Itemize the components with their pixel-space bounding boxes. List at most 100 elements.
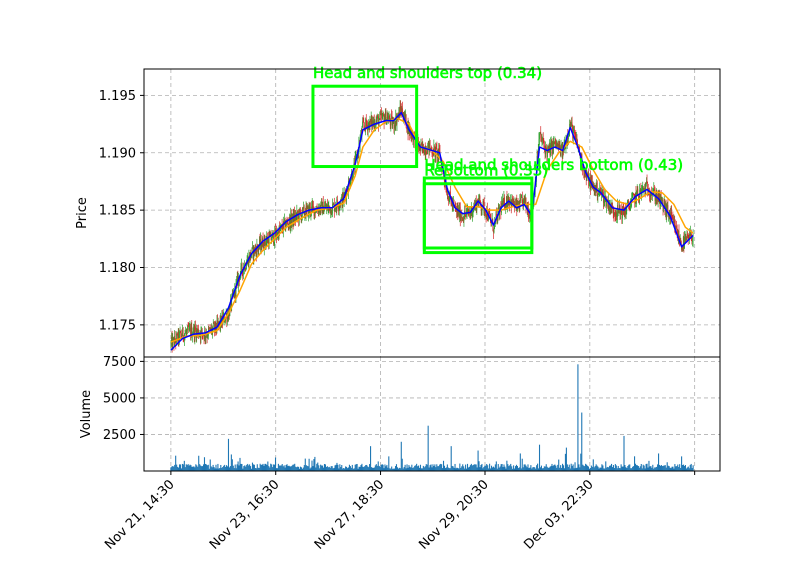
volume-bar xyxy=(282,466,284,471)
candle-body xyxy=(507,200,508,207)
candle-body xyxy=(525,197,527,207)
candle-body xyxy=(248,255,250,266)
volume-bar xyxy=(543,466,545,471)
volume-bar xyxy=(584,466,586,471)
volume-bar xyxy=(184,467,186,471)
candle-body xyxy=(317,209,319,213)
candle-body xyxy=(601,191,603,194)
volume-bar xyxy=(643,465,645,471)
candle-body xyxy=(640,188,642,195)
volume-y-tick-label: 7500 xyxy=(103,355,136,370)
candle-body xyxy=(271,233,273,240)
candle-body xyxy=(335,207,337,209)
candle-body xyxy=(196,329,198,332)
candle-body xyxy=(379,113,381,120)
candle-body xyxy=(426,151,427,154)
volume-bar xyxy=(511,466,513,471)
candle-body xyxy=(404,113,405,119)
volume-bar xyxy=(638,467,640,471)
candle-body xyxy=(329,207,331,214)
volume-bar xyxy=(645,464,647,471)
volume-bar xyxy=(440,463,442,471)
volume-bar xyxy=(346,466,348,471)
volume-bar xyxy=(371,467,374,471)
volume-bar xyxy=(418,467,421,471)
candle-body xyxy=(570,126,572,127)
volume-bar xyxy=(535,468,537,471)
candle-body xyxy=(453,202,455,205)
candle-body xyxy=(290,213,292,228)
candle-body xyxy=(446,192,448,195)
candle-body xyxy=(212,328,214,333)
volume-bar xyxy=(582,464,584,471)
volume-bar xyxy=(349,466,351,471)
volume-bar xyxy=(557,464,559,471)
candle-body xyxy=(312,203,314,207)
volume-bar xyxy=(339,464,341,471)
candle-body xyxy=(284,218,286,230)
candle-body xyxy=(471,206,473,217)
candle-body xyxy=(493,230,494,233)
candle-body xyxy=(364,125,365,128)
candle-body xyxy=(281,224,283,230)
candle-body xyxy=(557,144,559,147)
candle-body xyxy=(655,199,656,201)
candle-body xyxy=(685,236,687,240)
volume-bar xyxy=(314,456,316,471)
candle-body xyxy=(263,236,265,249)
volume-bar xyxy=(376,465,378,471)
volume-bar xyxy=(431,467,433,471)
candle-body xyxy=(691,238,693,242)
volume-bar xyxy=(243,466,245,471)
candle-body xyxy=(656,193,658,200)
candle-body xyxy=(643,188,645,191)
volume-bar xyxy=(605,461,607,471)
candle-body xyxy=(541,140,543,141)
candle-body xyxy=(496,213,497,217)
volume-bar xyxy=(619,468,621,471)
candle-body xyxy=(224,321,226,323)
volume-bar xyxy=(472,464,474,471)
volume-bar xyxy=(345,466,347,471)
candle-body xyxy=(683,237,685,249)
volume-bar xyxy=(363,467,365,471)
candle-body xyxy=(247,257,249,266)
volume-bar xyxy=(393,468,395,471)
candle-body xyxy=(287,223,289,226)
candle-body xyxy=(553,141,555,149)
candle-body xyxy=(405,114,406,119)
candle-body xyxy=(257,248,259,250)
candle-body xyxy=(427,141,429,146)
volume-bar xyxy=(488,468,490,471)
volume-bar xyxy=(526,467,528,471)
candle-body xyxy=(302,207,304,209)
volume-bar xyxy=(449,468,451,471)
price-y-tick-label: 1.175 xyxy=(99,318,136,333)
candle-body xyxy=(528,208,529,217)
candle-body xyxy=(638,195,639,196)
volume-bar xyxy=(401,458,403,471)
volume-bar xyxy=(622,466,624,471)
volume-bar xyxy=(453,467,455,471)
candle-body xyxy=(470,213,472,215)
volume-bar xyxy=(292,464,294,471)
candle-body xyxy=(616,212,618,217)
volume-bar xyxy=(669,467,671,471)
volume-bar xyxy=(583,465,585,471)
volume-bar xyxy=(459,463,461,471)
volume-bar xyxy=(649,466,651,471)
candle-body xyxy=(431,147,432,150)
volume-bar xyxy=(447,467,449,471)
candle-body xyxy=(447,194,448,195)
candle-body xyxy=(460,216,462,221)
volume-bar xyxy=(344,468,346,471)
candle-body xyxy=(308,206,310,212)
volume-bar xyxy=(437,466,439,471)
volume-bar xyxy=(454,463,456,471)
candle-body xyxy=(558,144,560,150)
volume-bar xyxy=(691,468,693,471)
volume-bar xyxy=(246,464,248,471)
candle-body xyxy=(380,113,382,115)
volume-bar xyxy=(490,468,492,471)
